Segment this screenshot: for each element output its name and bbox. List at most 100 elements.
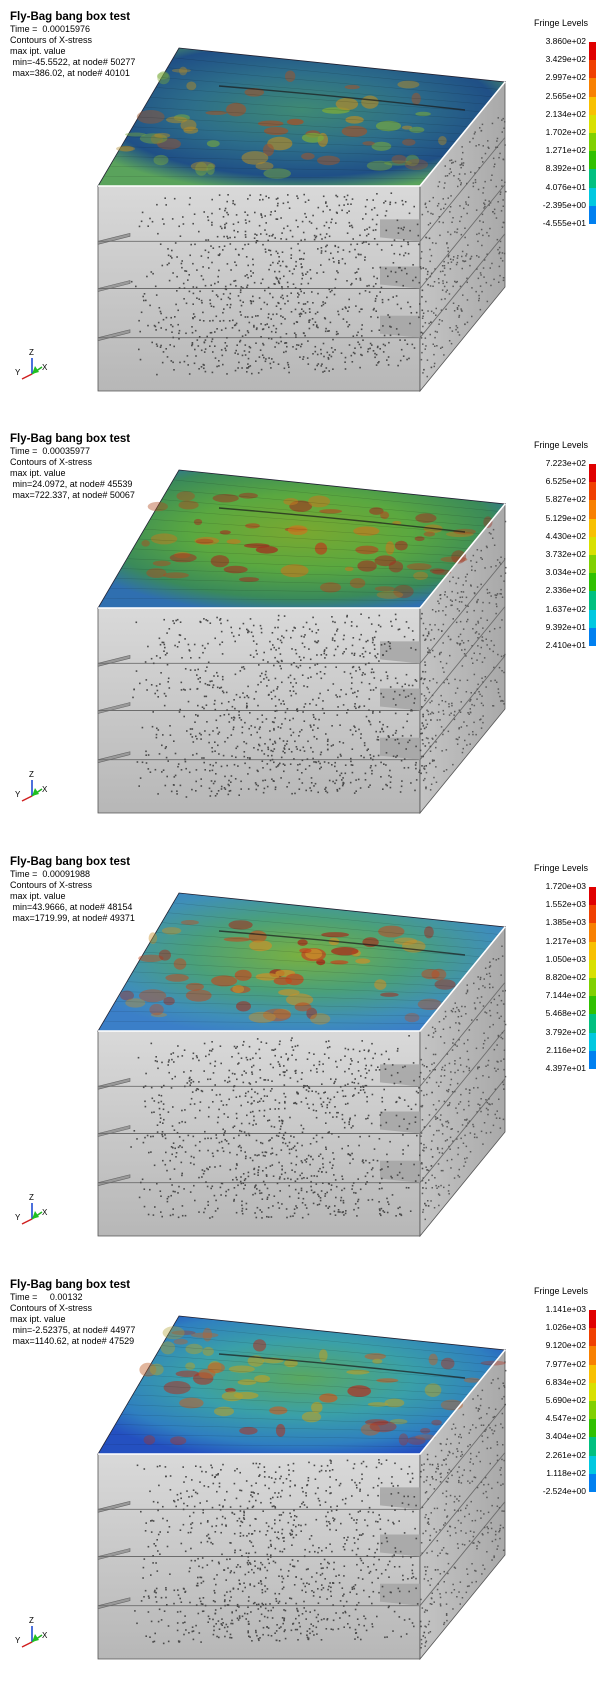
legend-color-swatch: [589, 519, 596, 537]
panel-title: Fly-Bag bang box test: [10, 11, 135, 24]
legend-title: Fringe Levels: [534, 1286, 588, 1296]
max-value: max=1719.99, at node# 49371: [10, 913, 135, 924]
legend-level-label: 1.026e+03: [532, 1322, 586, 1332]
legend-level-label: 3.860e+02: [532, 36, 586, 46]
legend-color-swatch: [589, 555, 596, 573]
triad-axes-icon: [14, 350, 54, 382]
max-value: max=386.02, at node# 40101: [10, 68, 135, 79]
time-readout: Time = 0.00132: [10, 1292, 135, 1303]
max-value: max=1140.62, at node# 47529: [10, 1336, 135, 1347]
legend-color-swatch: [589, 1033, 596, 1051]
legend-level-label: 3.404e+02: [532, 1431, 586, 1441]
legend-level-label: -2.395e+00: [532, 200, 586, 210]
legend-level-label: 4.397e+01: [532, 1063, 586, 1073]
triad-y-label: Y: [15, 1213, 20, 1222]
legend-level-label: 2.565e+02: [532, 91, 586, 101]
legend-color-swatch: [589, 1310, 596, 1328]
legend-color-swatch: [589, 1474, 596, 1492]
result-panel-3: Fly-Bag bang box test Time = 0.00091988 …: [0, 845, 598, 1267]
legend-level-label: 1.118e+02: [532, 1468, 586, 1478]
contour-label: Contours of X-stress: [10, 1303, 135, 1314]
legend-color-swatch: [589, 628, 596, 646]
legend-level-label: 1.720e+03: [532, 881, 586, 891]
legend-level-label: 8.820e+02: [532, 972, 586, 982]
max-value: max=722.337, at node# 50067: [10, 490, 135, 501]
legend-color-swatch: [589, 1383, 596, 1401]
legend-color-swatch: [589, 42, 596, 60]
legend-level-label: 2.997e+02: [532, 72, 586, 82]
legend-level-label: 2.410e+01: [532, 640, 586, 650]
legend-color-swatch: [589, 78, 596, 96]
panel-title: Fly-Bag bang box test: [10, 1279, 135, 1292]
legend-level-label: 7.223e+02: [532, 458, 586, 468]
legend-color-swatch: [589, 169, 596, 187]
legend-color-swatch: [589, 1014, 596, 1032]
legend-level-label: 1.637e+02: [532, 604, 586, 614]
min-value: min=-45.5522, at node# 50277: [10, 57, 135, 68]
legend-color-swatch: [589, 1346, 596, 1364]
legend-color-swatch: [589, 1419, 596, 1437]
legend-color-swatch: [589, 887, 596, 905]
legend-level-label: 2.336e+02: [532, 585, 586, 595]
panel-header: Fly-Bag bang box test Time = 0.00035977 …: [10, 433, 135, 501]
legend-level-label: 2.261e+02: [532, 1450, 586, 1460]
legend-level-label: 2.116e+02: [532, 1045, 586, 1055]
legend-level-label: 4.076e+01: [532, 182, 586, 192]
legend-level-label: 3.429e+02: [532, 54, 586, 64]
legend-level-label: 8.392e+01: [532, 163, 586, 173]
triad-z-label: Z: [29, 770, 34, 779]
triad-y-label: Y: [15, 790, 20, 799]
legend-color-swatch: [589, 537, 596, 555]
triad-x-label: X: [42, 1631, 47, 1640]
triad-y-label: Y: [15, 1636, 20, 1645]
legend-level-label: 5.827e+02: [532, 494, 586, 504]
legend-level-label: 1.552e+03: [532, 899, 586, 909]
triad-x-label: X: [42, 363, 47, 372]
result-panel-4: Fly-Bag bang box test Time = 0.00132 Con…: [0, 1268, 598, 1690]
panel-header: Fly-Bag bang box test Time = 0.00015976 …: [10, 11, 135, 79]
legend-level-label: 3.792e+02: [532, 1027, 586, 1037]
legend-level-label: 1.217e+03: [532, 936, 586, 946]
legend-level-label: 9.120e+02: [532, 1340, 586, 1350]
legend-level-label: 6.525e+02: [532, 476, 586, 486]
legend-color-swatch: [589, 97, 596, 115]
legend-level-label: 1.141e+03: [532, 1304, 586, 1314]
legend-color-swatch: [589, 942, 596, 960]
triad-x-label: X: [42, 1208, 47, 1217]
legend-level-label: 4.430e+02: [532, 531, 586, 541]
legend-color-swatch: [589, 206, 596, 224]
triad-axes-icon: [14, 1618, 54, 1650]
legend-level-label: 5.468e+02: [532, 1008, 586, 1018]
legend-level-label: 1.385e+03: [532, 917, 586, 927]
legend-level-label: 9.392e+01: [532, 622, 586, 632]
legend-title: Fringe Levels: [534, 863, 588, 873]
legend-level-label: 1.050e+03: [532, 954, 586, 964]
legend-title: Fringe Levels: [534, 18, 588, 28]
min-value: min=24.0972, at node# 45539: [10, 479, 135, 490]
triad-axes-icon: [14, 772, 54, 804]
legend-color-swatch: [589, 1051, 596, 1069]
legend-color-swatch: [589, 151, 596, 169]
integration-mode: max ipt. value: [10, 46, 135, 57]
legend-color-swatch: [589, 133, 596, 151]
legend-color-swatch: [589, 905, 596, 923]
contour-label: Contours of X-stress: [10, 35, 135, 46]
legend-color-swatch: [589, 1401, 596, 1419]
min-value: min=-2.52375, at node# 44977: [10, 1325, 135, 1336]
panel-header: Fly-Bag bang box test Time = 0.00091988 …: [10, 856, 135, 924]
legend-level-label: 3.732e+02: [532, 549, 586, 559]
time-readout: Time = 0.00091988: [10, 869, 135, 880]
triad-axes-icon: [14, 1195, 54, 1227]
legend-level-label: 5.129e+02: [532, 513, 586, 523]
legend-color-swatch: [589, 978, 596, 996]
legend-level-label: 4.547e+02: [532, 1413, 586, 1423]
legend-level-label: 5.690e+02: [532, 1395, 586, 1405]
contour-label: Contours of X-stress: [10, 880, 135, 891]
integration-mode: max ipt. value: [10, 468, 135, 479]
legend-color-swatch: [589, 1437, 596, 1455]
integration-mode: max ipt. value: [10, 1314, 135, 1325]
legend-color-swatch: [589, 115, 596, 133]
